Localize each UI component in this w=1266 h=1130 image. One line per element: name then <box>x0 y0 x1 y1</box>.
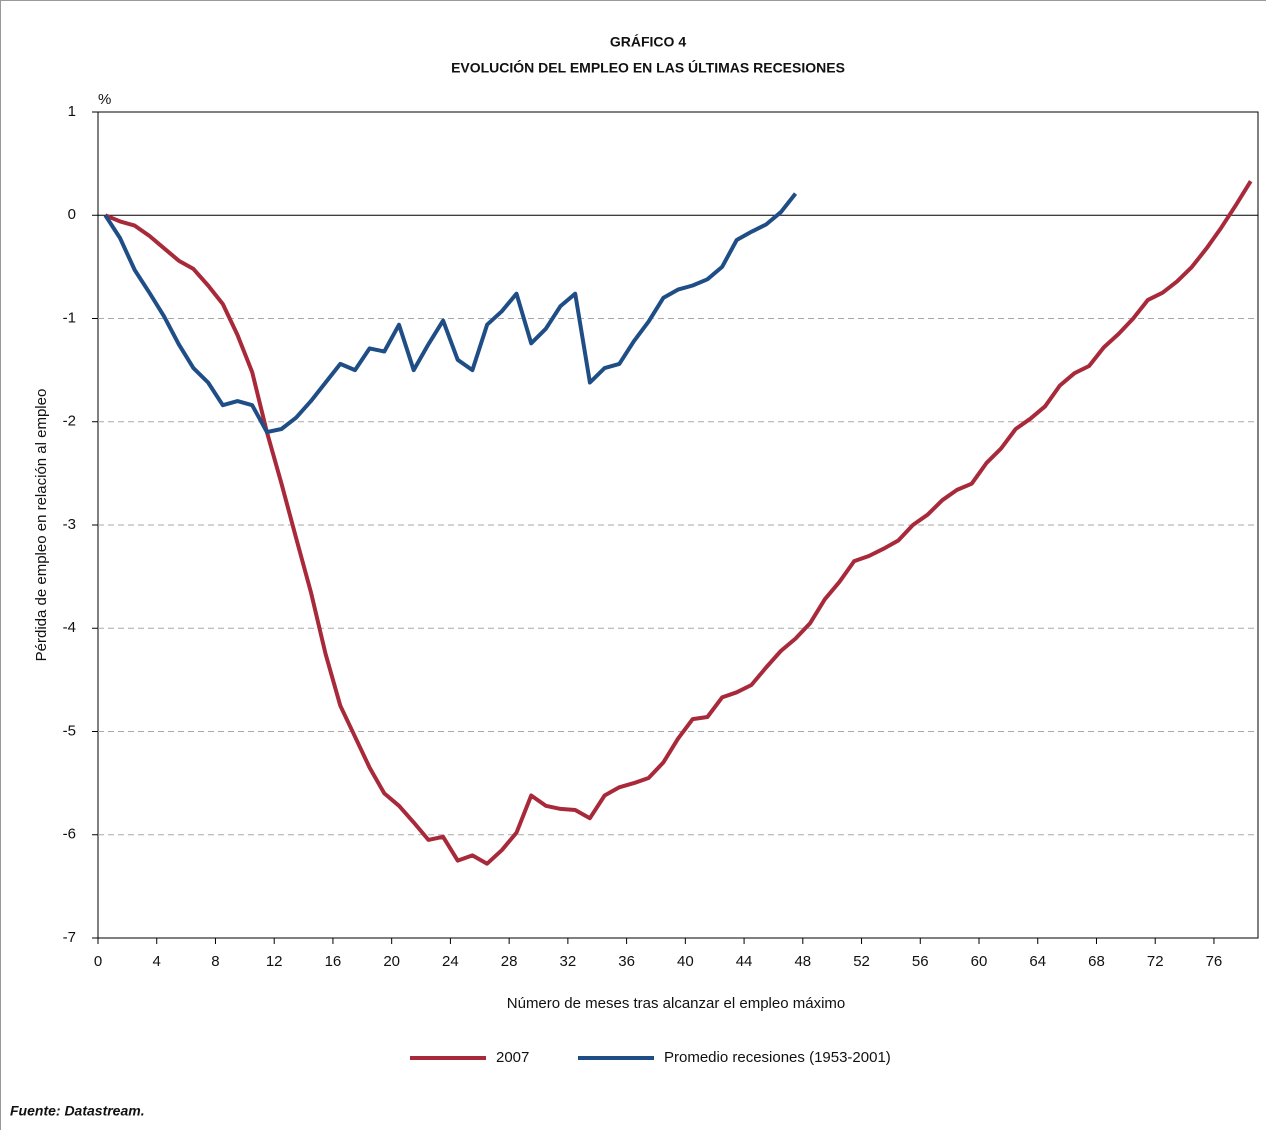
x-tick-label: 72 <box>1147 953 1164 970</box>
x-tick-label: 76 <box>1206 953 1223 970</box>
x-tick-label: 32 <box>560 953 577 970</box>
y-tick-label: -6 <box>63 826 76 843</box>
x-tick-label: 36 <box>618 953 635 970</box>
series-line <box>104 180 1253 866</box>
x-tick-label: 4 <box>153 953 161 970</box>
y-tick-label: -5 <box>63 722 76 739</box>
chart-subtitle: EVOLUCIÓN DEL EMPLEO EN LAS ÚLTIMAS RECE… <box>451 59 845 76</box>
x-tick-label: 64 <box>1029 953 1046 970</box>
x-tick-label: 8 <box>211 953 219 970</box>
x-tick-label: 24 <box>442 953 459 970</box>
y-tick-label: 0 <box>68 206 76 223</box>
x-tick-label: 68 <box>1088 953 1105 970</box>
x-tick-label: 44 <box>736 953 753 970</box>
x-tick-label: 52 <box>853 953 870 970</box>
x-tick-label: 20 <box>383 953 400 970</box>
y-tick-label: 1 <box>68 103 76 120</box>
x-tick-label: 60 <box>971 953 988 970</box>
y-tick-label: -1 <box>63 309 76 326</box>
y-tick-label: -3 <box>63 516 76 533</box>
legend-label: 2007 <box>496 1049 529 1066</box>
y-unit: % <box>98 91 111 108</box>
y-tick-label: -7 <box>63 929 76 946</box>
y-tick-label: -4 <box>63 619 76 636</box>
y-axis-label: Pérdida de empleo en relación al empleo <box>33 389 50 662</box>
x-tick-label: 28 <box>501 953 518 970</box>
series-line <box>103 192 798 435</box>
x-axis-label: Número de meses tras alcanzar el empleo … <box>507 995 845 1012</box>
legend-label: Promedio recesiones (1953-2001) <box>664 1049 891 1066</box>
x-tick-label: 0 <box>94 953 102 970</box>
chart-title: GRÁFICO 4 <box>610 34 686 50</box>
x-tick-label: 16 <box>325 953 342 970</box>
x-tick-label: 48 <box>794 953 811 970</box>
source: Fuente: Datastream. <box>10 1103 145 1119</box>
y-tick-label: -2 <box>63 413 76 430</box>
x-tick-label: 12 <box>266 953 283 970</box>
x-tick-label: 56 <box>912 953 929 970</box>
x-tick-label: 40 <box>677 953 694 970</box>
